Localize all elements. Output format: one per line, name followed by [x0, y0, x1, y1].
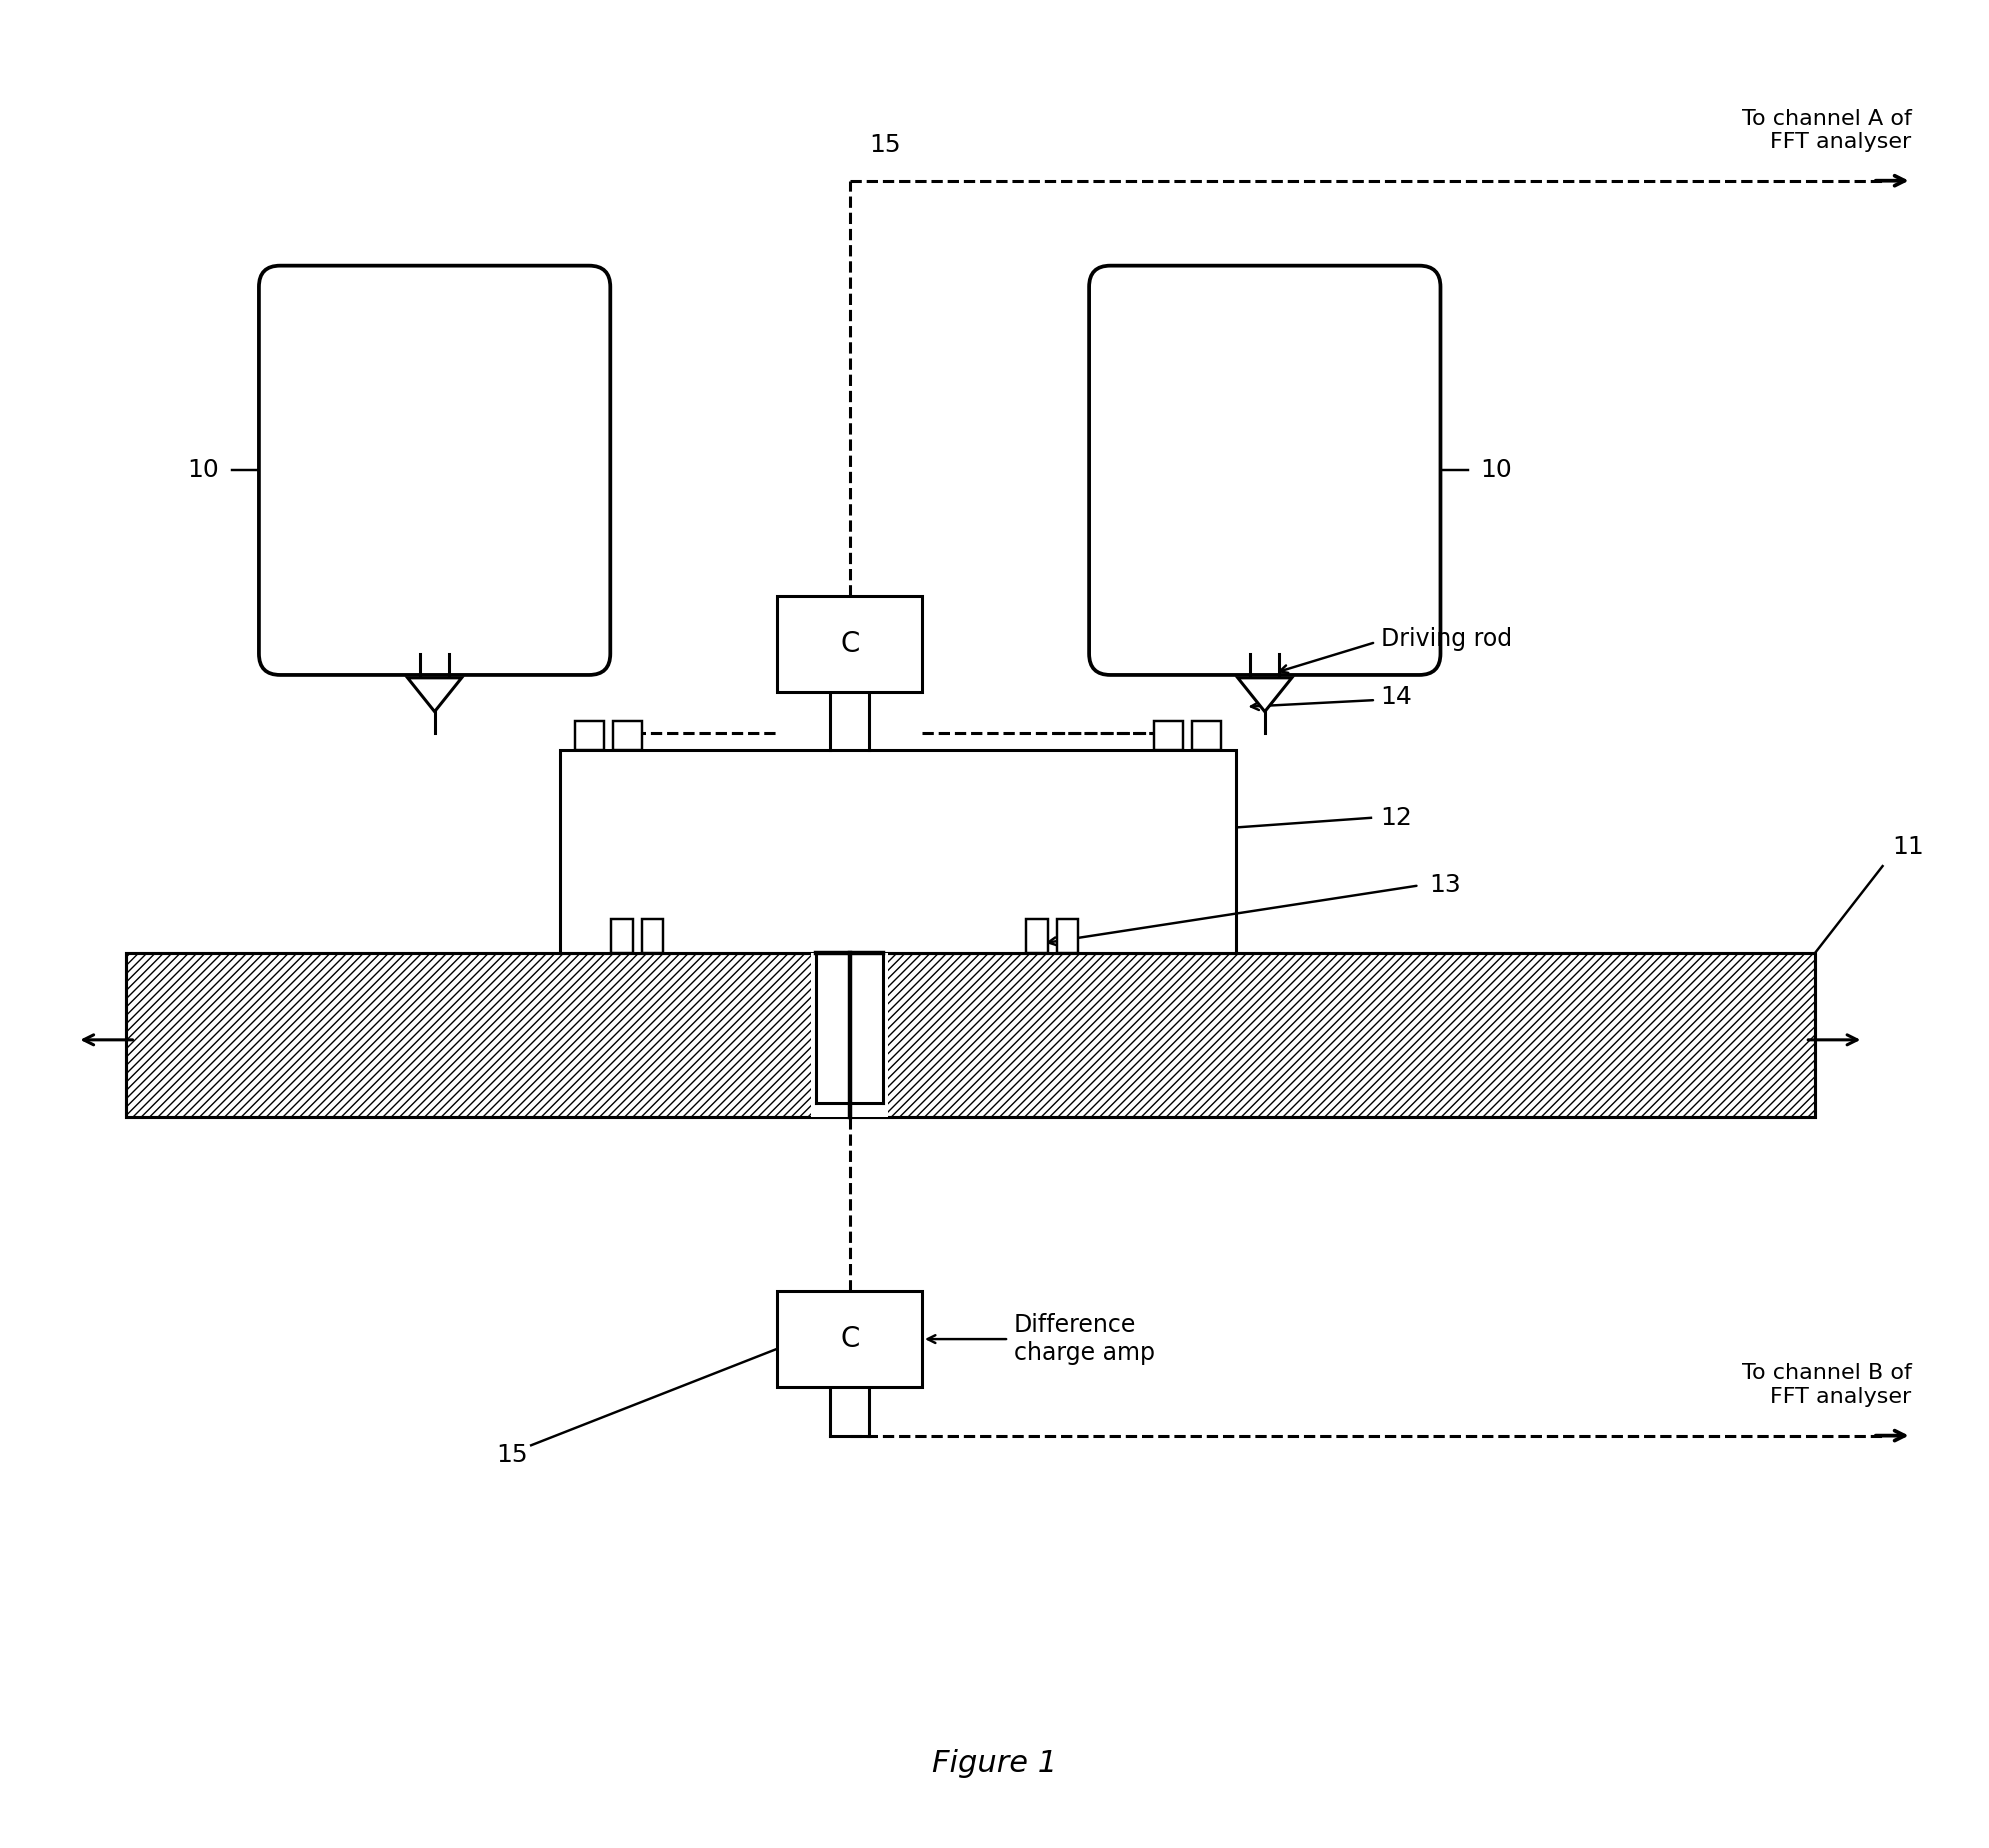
- Bar: [575, 721, 603, 750]
- FancyBboxPatch shape: [259, 266, 611, 675]
- Text: 11: 11: [1892, 835, 1923, 859]
- Text: Figure 1: Figure 1: [933, 1750, 1056, 1778]
- Bar: [642, 918, 664, 954]
- Text: 10: 10: [1480, 458, 1512, 482]
- Text: Difference
charge amp: Difference charge amp: [1014, 1314, 1156, 1366]
- Bar: [1191, 721, 1221, 750]
- Bar: [125, 954, 1816, 1116]
- Text: 15: 15: [495, 1443, 527, 1467]
- Bar: [561, 750, 1235, 954]
- Text: 10: 10: [187, 458, 219, 482]
- Text: To channel B of
FFT analyser: To channel B of FFT analyser: [1742, 1364, 1911, 1406]
- Text: To channel A of
FFT analyser: To channel A of FFT analyser: [1742, 109, 1911, 152]
- Bar: [812, 954, 889, 1116]
- Bar: [613, 721, 642, 750]
- Text: 14: 14: [1380, 686, 1412, 710]
- Text: Driving rod: Driving rod: [1380, 626, 1512, 650]
- FancyBboxPatch shape: [1090, 266, 1440, 675]
- Polygon shape: [408, 678, 461, 711]
- Bar: [125, 954, 1816, 1116]
- Text: C: C: [839, 630, 859, 658]
- Bar: [1154, 721, 1183, 750]
- Polygon shape: [1237, 678, 1291, 711]
- Bar: [778, 595, 923, 693]
- Bar: [1058, 918, 1078, 954]
- Text: 15: 15: [869, 133, 901, 157]
- Bar: [1026, 918, 1048, 954]
- Bar: [125, 954, 1816, 1116]
- Bar: [778, 1290, 923, 1388]
- Text: C: C: [839, 1325, 859, 1353]
- Text: 12: 12: [1380, 806, 1412, 830]
- Bar: [611, 918, 633, 954]
- Text: 13: 13: [1428, 874, 1460, 898]
